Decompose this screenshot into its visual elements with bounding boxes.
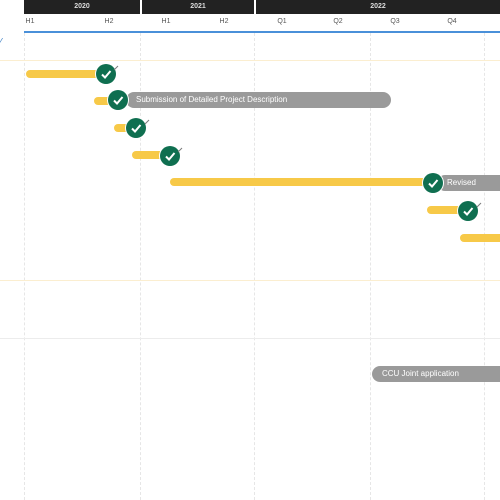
milestone-check[interactable] [458,201,478,221]
chevron-mark-icon: ⁄ [0,37,2,48]
year-divider [140,0,142,14]
year-divider [254,0,256,14]
year-label: 2021 [190,3,206,10]
milestone-check[interactable] [108,90,128,110]
tick-tail-icon [177,147,183,153]
row-divider [0,280,500,281]
task-bar[interactable] [114,124,132,132]
milestone-label: Revised [437,175,500,191]
check-icon [165,152,176,161]
grid-line [484,33,485,500]
period-label: Q2 [333,18,343,25]
period-label: Q4 [447,18,457,25]
tick-tail-icon [144,119,150,125]
year-header: 2020 2021 2022 [24,0,500,14]
grid-line [24,33,25,500]
tick-tail-icon [113,65,119,71]
grid-line [140,33,141,500]
task-bar[interactable] [427,206,465,214]
period-label: H1 [25,18,35,25]
check-icon [113,96,124,105]
grid-line [370,33,371,500]
row-divider [0,60,500,61]
tick-tail-icon [476,202,482,208]
task-bar[interactable] [132,151,166,159]
task-bar[interactable] [26,70,104,78]
header-rule [24,31,500,33]
period-header: H1 H2 H1 H2 Q1 Q2 Q3 Q4 [24,14,500,31]
year-label: 2022 [370,3,386,10]
row-divider [0,338,500,339]
check-icon [463,207,474,216]
period-label: H1 [161,18,171,25]
period-label: Q3 [390,18,400,25]
task-bar[interactable] [170,178,432,186]
task-bar[interactable] [94,97,114,105]
period-label: H2 [219,18,229,25]
ccu-joint-application-label: CCU Joint application [372,366,500,382]
milestone-check[interactable] [126,118,146,138]
grid-line [254,33,255,500]
period-label: H2 [104,18,114,25]
milestone-check[interactable] [423,173,443,193]
check-icon [101,70,112,79]
milestone-check[interactable] [160,146,180,166]
check-icon [131,124,142,133]
task-bar[interactable] [460,234,500,242]
period-label: Q1 [277,18,287,25]
check-icon [428,179,439,188]
milestone-check[interactable] [96,64,116,84]
year-label: 2020 [74,3,90,10]
milestone-label: Submission of Detailed Project Descripti… [126,92,391,108]
